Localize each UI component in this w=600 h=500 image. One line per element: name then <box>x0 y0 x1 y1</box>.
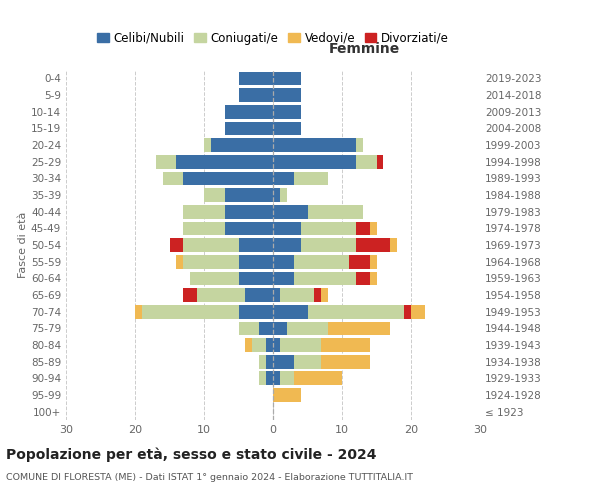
Bar <box>314 288 322 302</box>
Bar <box>273 322 287 335</box>
Bar <box>301 222 356 235</box>
Bar <box>239 272 273 285</box>
Bar <box>273 372 280 385</box>
Bar <box>184 238 239 252</box>
Bar <box>273 388 301 402</box>
Text: COMUNE DI FLORESTA (ME) - Dati ISTAT 1° gennaio 2024 - Elaborazione TUTTITALIA.I: COMUNE DI FLORESTA (ME) - Dati ISTAT 1° … <box>6 472 413 482</box>
Bar <box>245 338 253 352</box>
Bar <box>253 338 266 352</box>
Bar <box>328 322 390 335</box>
Bar <box>308 205 362 218</box>
Bar <box>245 288 273 302</box>
Bar <box>224 188 273 202</box>
Bar <box>294 172 328 185</box>
Bar <box>273 122 301 135</box>
Bar <box>142 305 239 318</box>
Bar <box>259 355 266 368</box>
Bar <box>322 338 370 352</box>
Text: Femmine: Femmine <box>328 42 400 56</box>
Bar <box>377 155 383 168</box>
Bar <box>273 138 356 152</box>
Bar <box>184 255 239 268</box>
Bar <box>356 272 370 285</box>
Bar <box>184 205 224 218</box>
Bar <box>391 238 397 252</box>
Bar <box>273 188 280 202</box>
Bar <box>239 255 273 268</box>
Bar <box>280 188 287 202</box>
Bar <box>294 255 349 268</box>
Bar <box>370 272 377 285</box>
Bar <box>370 255 377 268</box>
Bar <box>404 305 411 318</box>
Bar <box>204 138 211 152</box>
Bar <box>356 138 362 152</box>
Bar <box>356 222 370 235</box>
Bar <box>273 222 301 235</box>
Bar <box>294 372 342 385</box>
Bar <box>176 155 273 168</box>
Bar <box>273 105 301 118</box>
Bar <box>273 238 301 252</box>
Bar <box>239 305 273 318</box>
Bar <box>184 288 197 302</box>
Bar <box>176 255 184 268</box>
Bar <box>224 105 273 118</box>
Bar <box>135 305 142 318</box>
Bar <box>211 138 273 152</box>
Bar <box>287 322 328 335</box>
Bar <box>184 172 273 185</box>
Bar <box>294 272 356 285</box>
Bar <box>266 372 273 385</box>
Bar <box>156 155 176 168</box>
Bar <box>273 305 308 318</box>
Bar <box>239 88 273 102</box>
Bar <box>280 338 322 352</box>
Bar <box>204 188 224 202</box>
Bar <box>370 222 377 235</box>
Bar <box>273 205 308 218</box>
Bar <box>322 355 370 368</box>
Bar <box>411 305 425 318</box>
Bar <box>239 238 273 252</box>
Bar <box>280 288 314 302</box>
Bar <box>224 222 273 235</box>
Bar <box>266 355 273 368</box>
Bar <box>356 155 377 168</box>
Bar <box>349 255 370 268</box>
Bar <box>273 338 280 352</box>
Bar <box>273 272 294 285</box>
Bar <box>273 255 294 268</box>
Bar <box>224 205 273 218</box>
Bar <box>273 355 294 368</box>
Bar <box>239 322 259 335</box>
Bar <box>259 322 273 335</box>
Bar <box>197 288 245 302</box>
Legend: Celibi/Nubili, Coniugati/e, Vedovi/e, Divorziati/e: Celibi/Nubili, Coniugati/e, Vedovi/e, Di… <box>92 27 454 50</box>
Bar <box>308 305 404 318</box>
Bar <box>301 238 356 252</box>
Bar <box>163 172 184 185</box>
Bar <box>273 72 301 85</box>
Bar <box>273 172 294 185</box>
Bar <box>239 72 273 85</box>
Bar <box>266 338 273 352</box>
Bar <box>273 155 356 168</box>
Bar <box>356 238 391 252</box>
Bar <box>259 372 266 385</box>
Bar <box>224 122 273 135</box>
Text: Popolazione per età, sesso e stato civile - 2024: Popolazione per età, sesso e stato civil… <box>6 448 377 462</box>
Bar <box>322 288 328 302</box>
Bar <box>294 355 322 368</box>
Y-axis label: Fasce di età: Fasce di età <box>18 212 28 278</box>
Bar <box>184 222 224 235</box>
Bar <box>170 238 184 252</box>
Bar <box>273 288 280 302</box>
Bar <box>273 88 301 102</box>
Bar <box>280 372 294 385</box>
Bar <box>190 272 239 285</box>
